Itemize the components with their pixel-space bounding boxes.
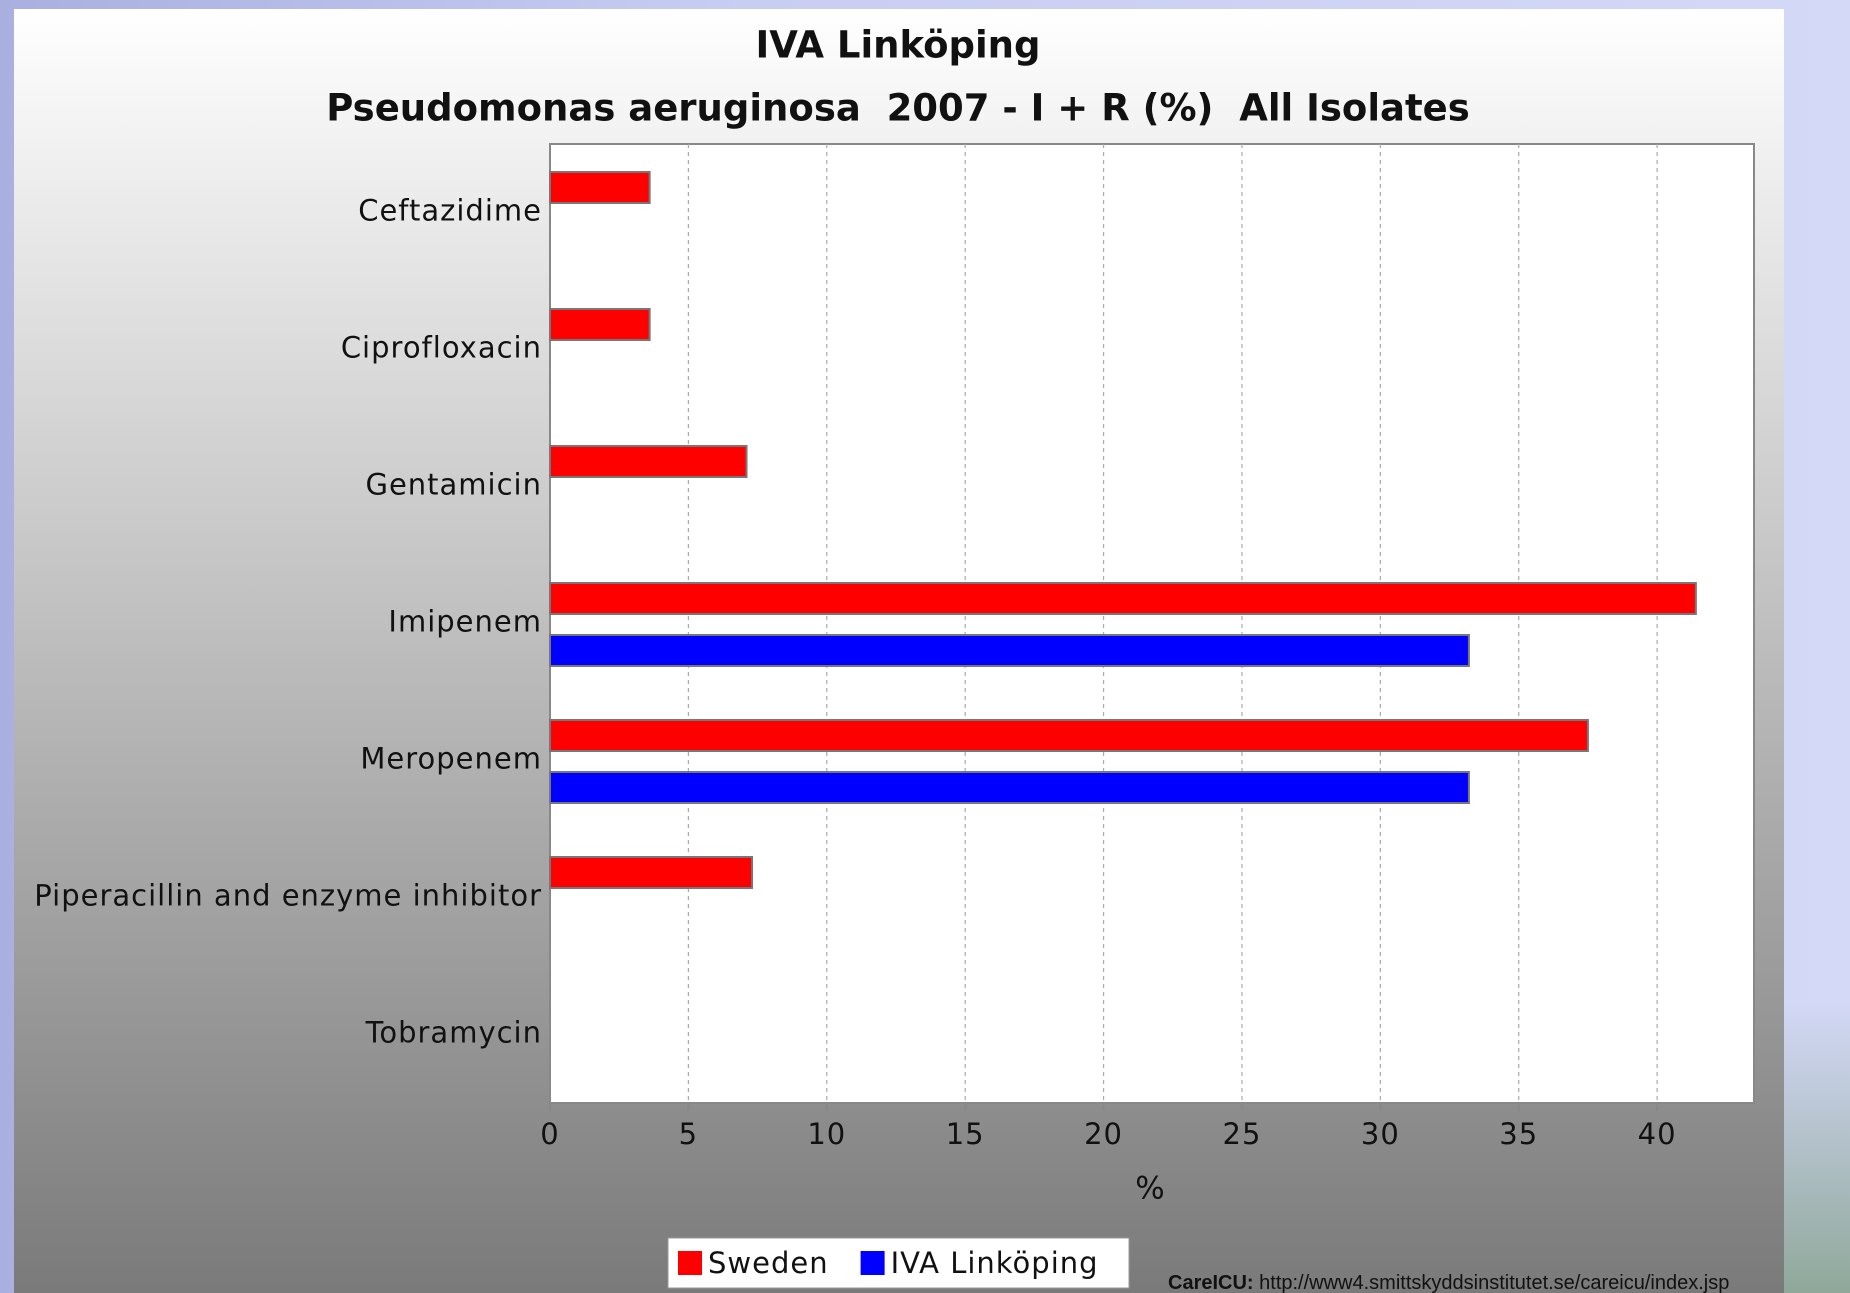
x-axis-label: % — [1135, 1171, 1164, 1207]
bar — [549, 771, 1470, 804]
legend-label: IVA Linköping — [891, 1246, 1099, 1280]
legend-label: Sweden — [708, 1246, 829, 1280]
chart-title: IVA Linköping — [755, 24, 1040, 67]
bar — [549, 856, 754, 889]
bar — [549, 445, 748, 478]
bar — [549, 719, 1589, 752]
x-tick-label: 40 — [1638, 1117, 1677, 1151]
x-tick-label: 30 — [1361, 1117, 1400, 1151]
y-tick-label: Tobramycin — [365, 1016, 542, 1050]
bar — [549, 634, 1470, 667]
x-tick-label: 15 — [946, 1117, 985, 1151]
footer: CareICU: http://www4.smittskyddsinstitut… — [1168, 1272, 1729, 1293]
x-tick-label: 5 — [679, 1117, 698, 1151]
x-tick-label: 0 — [540, 1117, 559, 1151]
x-tick-label: 10 — [807, 1117, 846, 1151]
x-tick-label: 35 — [1499, 1117, 1538, 1151]
y-tick-label: Ceftazidime — [358, 194, 542, 228]
slide-decoration — [1784, 1000, 1850, 1293]
footer-url: http://www4.smittskyddsinstitutet.se/car… — [1259, 1272, 1729, 1293]
plot-area — [549, 143, 1755, 1104]
legend-swatch — [860, 1251, 885, 1275]
chart-subtitle: Pseudomonas aeruginosa 2007 - I + R (%) … — [326, 87, 1470, 130]
bar — [549, 308, 651, 341]
y-tick-label: Gentamicin — [365, 468, 542, 502]
y-tick-label: Meropenem — [360, 742, 542, 776]
y-tick-label: Ciprofloxacin — [341, 331, 542, 365]
y-tick-label: Piperacillin and enzyme inhibitor — [34, 879, 542, 913]
bar — [549, 171, 651, 204]
legend — [667, 1237, 1130, 1289]
footer-label: CareICU: — [1168, 1272, 1254, 1293]
y-tick-label: Imipenem — [388, 605, 542, 639]
bar — [549, 582, 1697, 615]
legend-swatch — [678, 1251, 702, 1275]
x-tick-label: 25 — [1223, 1117, 1262, 1151]
x-tick-label: 20 — [1084, 1117, 1123, 1151]
